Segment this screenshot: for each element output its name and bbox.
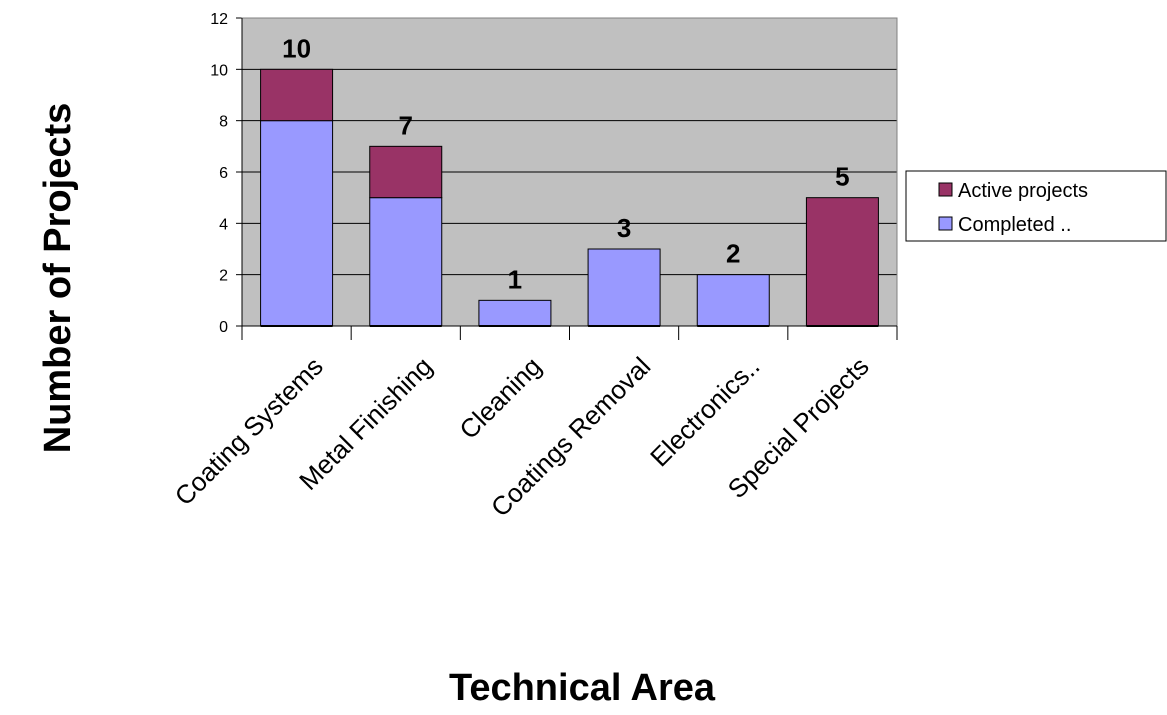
bar-active (260, 68, 334, 122)
bar-completed (696, 274, 770, 327)
y-tick-labels: 0 2 4 6 8 10 12 (210, 11, 228, 336)
data-label: 2 (726, 239, 740, 269)
bar-completed (478, 299, 552, 327)
x-tick-label: Cleaning (453, 351, 547, 445)
data-label: 1 (508, 264, 522, 294)
legend-swatch-active (938, 182, 953, 197)
bar-active (805, 197, 879, 327)
legend-label-active: Active projects (958, 180, 1088, 202)
legend: Active projects Completed .. (905, 170, 1167, 242)
legend-swatch-completed (938, 216, 953, 231)
bar-active (369, 145, 443, 199)
legend-label-completed: Completed .. (958, 214, 1071, 236)
bar-completed (260, 120, 334, 327)
y-tick-label: 0 (219, 319, 228, 336)
y-tick-label: 4 (219, 216, 228, 233)
x-axis-title: Technical Area (449, 667, 716, 709)
axes (236, 17, 898, 340)
data-label: 5 (835, 162, 849, 192)
data-label: 10 (282, 33, 311, 63)
y-tick-label: 6 (219, 165, 228, 182)
y-tick-label: 10 (210, 62, 228, 79)
y-tick-label: 2 (219, 268, 228, 285)
y-tick-label: 12 (210, 11, 228, 28)
bar-completed (369, 197, 443, 327)
bar-completed (587, 248, 661, 327)
total-labels: 10 7 1 3 2 5 (282, 33, 850, 294)
x-tick-label: Electronics.. (644, 351, 765, 472)
data-label: 7 (399, 110, 413, 140)
y-axis-title: Number of Projects (37, 103, 79, 454)
data-label: 3 (617, 213, 631, 243)
y-tick-label: 8 (219, 114, 228, 131)
